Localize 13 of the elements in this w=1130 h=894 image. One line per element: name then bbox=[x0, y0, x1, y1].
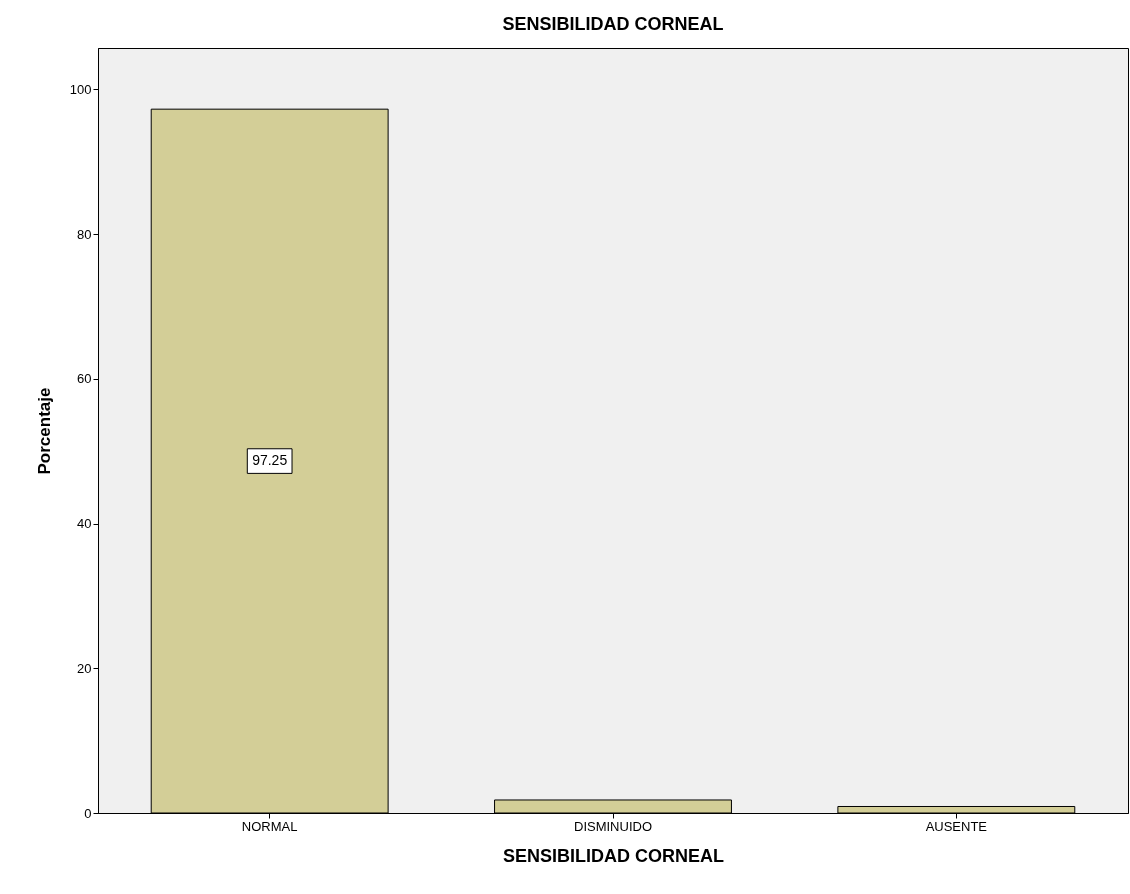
chart-title: SENSIBILIDAD CORNEAL bbox=[502, 14, 724, 34]
x-tick-label: DISMINUIDO bbox=[574, 818, 652, 834]
x-tick-label: NORMAL bbox=[241, 818, 298, 834]
x-tick-label: AUSENTE bbox=[925, 818, 988, 834]
y-tick-label: 100 bbox=[69, 81, 92, 97]
data-label: 97.25 bbox=[252, 452, 288, 469]
y-axis-title: Porcentaje bbox=[34, 387, 54, 475]
y-tick-label: 40 bbox=[77, 516, 92, 531]
y-tick-label: 60 bbox=[77, 371, 92, 387]
y-tick-label: 20 bbox=[77, 660, 92, 676]
y-tick-label: 0 bbox=[84, 805, 92, 821]
y-tick-label: 80 bbox=[77, 226, 92, 242]
x-axis-title: SENSIBILIDAD CORNEAL bbox=[502, 845, 725, 866]
